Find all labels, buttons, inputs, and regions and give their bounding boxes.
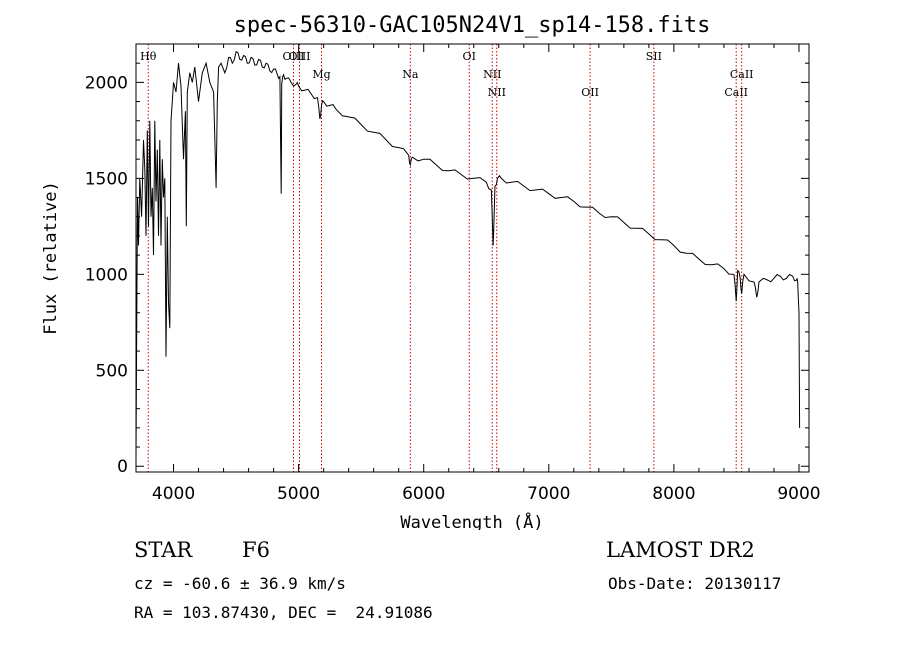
coordinates: RA = 103.87430, DEC = 24.91086 — [134, 603, 433, 622]
y-axis-ticks: 0 500 1000 1500 2000 — [85, 62, 809, 477]
y-tick-label-4: 2000 — [85, 73, 128, 93]
x-tick-label-4: 8000 — [652, 484, 695, 504]
marker-label-10: CaII — [724, 86, 748, 99]
x-tick-label-2: 6000 — [402, 484, 445, 504]
marker-label-8: OII — [581, 86, 599, 99]
marker-label-6: NII — [483, 68, 501, 81]
obs-date: Obs-Date: 20130117 — [608, 574, 782, 593]
x-tick-label-1: 5000 — [277, 484, 320, 504]
y-axis-label: Flux (relative) — [41, 181, 61, 335]
y-tick-label-3: 1500 — [85, 169, 128, 189]
redshift-readout: cz = -60.6 ± 36.9 km/s — [134, 574, 346, 593]
x-axis-label: Wavelength (Å) — [400, 511, 543, 530]
marker-label-1: OIII — [282, 50, 304, 63]
x-tick-label-5: 9000 — [777, 484, 820, 504]
spectrum-chart: spec-56310-GAC105N24V1_sp14-158.fits Hθ O… — [41, 13, 821, 530]
marker-label-3: Mg — [312, 68, 330, 81]
y-tick-label-0: 0 — [117, 457, 128, 477]
marker-label-5: OI — [463, 50, 476, 63]
marker-label-4: Na — [402, 68, 419, 81]
x-tick-label-3: 7000 — [527, 484, 570, 504]
x-tick-label-0: 4000 — [152, 484, 195, 504]
y-tick-label-2: 1000 — [85, 265, 128, 285]
marker-label-11: CaII — [730, 68, 754, 81]
y-tick-label-1: 500 — [96, 361, 128, 381]
marker-label-0: Hθ — [140, 50, 157, 63]
x-axis-ticks: 4000 5000 6000 7000 8000 9000 — [152, 44, 821, 504]
marker-label-2: OIII — [288, 50, 310, 63]
chart-title: spec-56310-GAC105N24V1_sp14-158.fits — [234, 13, 711, 38]
marker-label-7: NII — [488, 86, 506, 99]
spectrum-line — [135, 50, 801, 457]
spectral-subclass: F6 — [242, 538, 270, 562]
object-type: STAR — [134, 538, 193, 562]
plot-frame — [135, 43, 810, 473]
marker-label-9: SII — [646, 50, 662, 63]
survey-name: LAMOST DR2 — [606, 538, 755, 562]
